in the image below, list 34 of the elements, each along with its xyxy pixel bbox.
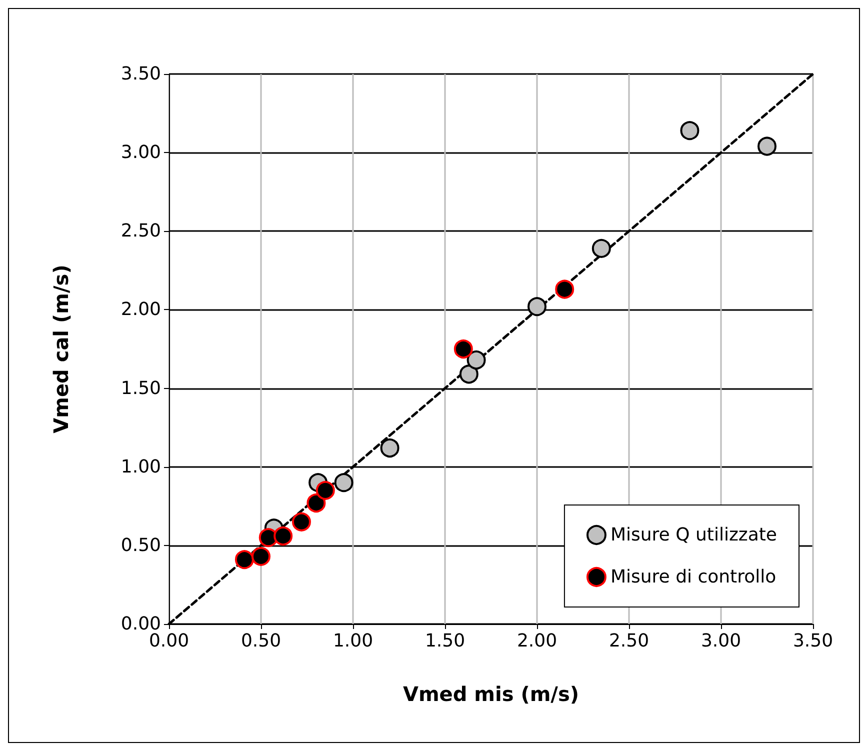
point [555,280,574,299]
x-tick-label: 3.00 [700,630,742,652]
point [459,364,478,384]
point [528,297,546,316]
x-axis-title: Vmed mis (m/s) [402,682,580,706]
point [316,480,335,500]
y-tick-label: 2.00 [120,299,161,320]
point [380,438,400,458]
point [680,121,700,140]
x-tick-label: 0.50 [240,630,282,652]
y-tick-label: 1.00 [120,456,161,478]
x-tick-label: 3.50 [792,630,834,652]
point [334,473,354,492]
x-tick-label: 2.00 [516,630,558,652]
x-tick-label: 1.50 [424,630,466,652]
point [454,340,473,358]
legend-label: Misure di controllo [610,566,776,588]
point [306,494,326,512]
x-tick-label: 1.00 [332,630,374,652]
point [466,350,486,370]
point [274,526,293,546]
x-tick-label: 2.50 [608,630,650,652]
y-tick-label: 2.50 [120,220,161,242]
point [252,546,270,566]
y-tick-label: 3.00 [120,142,161,164]
point [292,512,311,532]
y-tick-label: 3.50 [120,64,161,84]
y-tick-label: 0.50 [120,534,161,556]
y-tick-label: 1.50 [120,378,161,399]
point [592,238,611,258]
legend-label: Misure Q utilizzate [610,524,778,546]
point [234,550,254,570]
point [758,136,776,156]
y-axis-title: Vmed cal (m/s) [49,264,73,434]
